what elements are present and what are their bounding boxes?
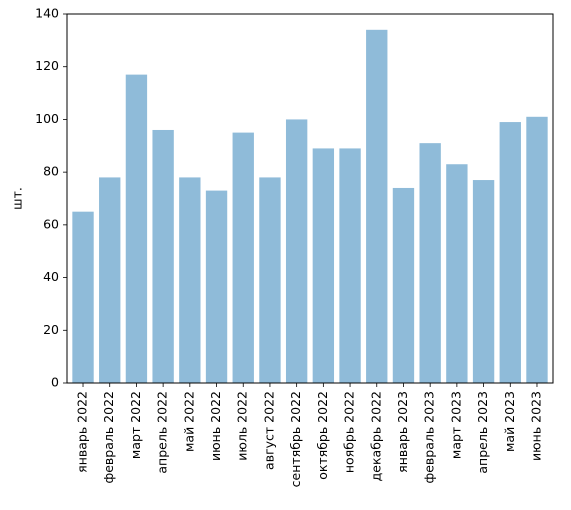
y-tick-label: 60	[43, 216, 59, 231]
x-tick-label: апрель 2023	[475, 391, 490, 474]
x-tick-label: декабрь 2022	[368, 391, 383, 481]
x-tick-label: июль 2022	[235, 391, 250, 461]
x-tick-label: январь 2022	[75, 391, 90, 473]
x-tick-label: апрель 2022	[155, 391, 170, 474]
bar	[446, 164, 468, 383]
y-tick-label: 40	[43, 269, 59, 284]
y-tick-label: 80	[43, 164, 59, 179]
bar	[99, 177, 121, 383]
x-tick-label: январь 2023	[395, 391, 410, 473]
x-tick-label: август 2022	[261, 391, 276, 470]
x-tick-label: май 2022	[181, 391, 196, 452]
bars-group	[72, 29, 548, 384]
y-tick-label: 20	[43, 322, 59, 337]
y-tick-label: 100	[35, 111, 59, 126]
bar	[232, 132, 254, 383]
x-tick-label: февраль 2023	[422, 391, 437, 483]
x-tick-label: июнь 2022	[208, 391, 223, 461]
x-tick-label: февраль 2022	[101, 391, 116, 483]
bar	[392, 187, 415, 383]
x-tick-label: ноябрь 2022	[342, 391, 357, 473]
bar	[419, 143, 441, 383]
bar	[125, 74, 148, 383]
y-axis-label: шт.	[10, 187, 25, 210]
y-tick-label: 140	[35, 6, 59, 21]
bar	[285, 119, 308, 383]
x-tick-label: март 2022	[128, 391, 143, 459]
bar	[179, 177, 201, 383]
bar	[205, 190, 228, 383]
x-tick-label: октябрь 2022	[315, 391, 330, 480]
bar	[312, 148, 335, 383]
y-tick-label: 0	[51, 375, 59, 390]
x-tick-label: июнь 2023	[528, 391, 543, 461]
y-tick-label: 120	[35, 58, 59, 73]
x-tick-label: март 2023	[448, 391, 463, 459]
bar	[366, 29, 388, 384]
x-axis-ticks: январь 2022 февраль 2022 март 2022 апрель 2…	[75, 383, 543, 487]
bar	[472, 180, 495, 383]
y-axis-ticks: 0 20 40 60 80 100 120 140	[35, 6, 67, 390]
x-tick-label: май 2023	[502, 391, 517, 452]
bar	[339, 148, 361, 383]
bar	[152, 129, 174, 383]
bar	[499, 122, 521, 384]
plot-area-frame	[66, 13, 554, 384]
bar	[526, 116, 548, 384]
x-tick-label: сентябрь 2022	[288, 391, 303, 487]
bar	[72, 211, 94, 383]
bar	[259, 177, 281, 383]
